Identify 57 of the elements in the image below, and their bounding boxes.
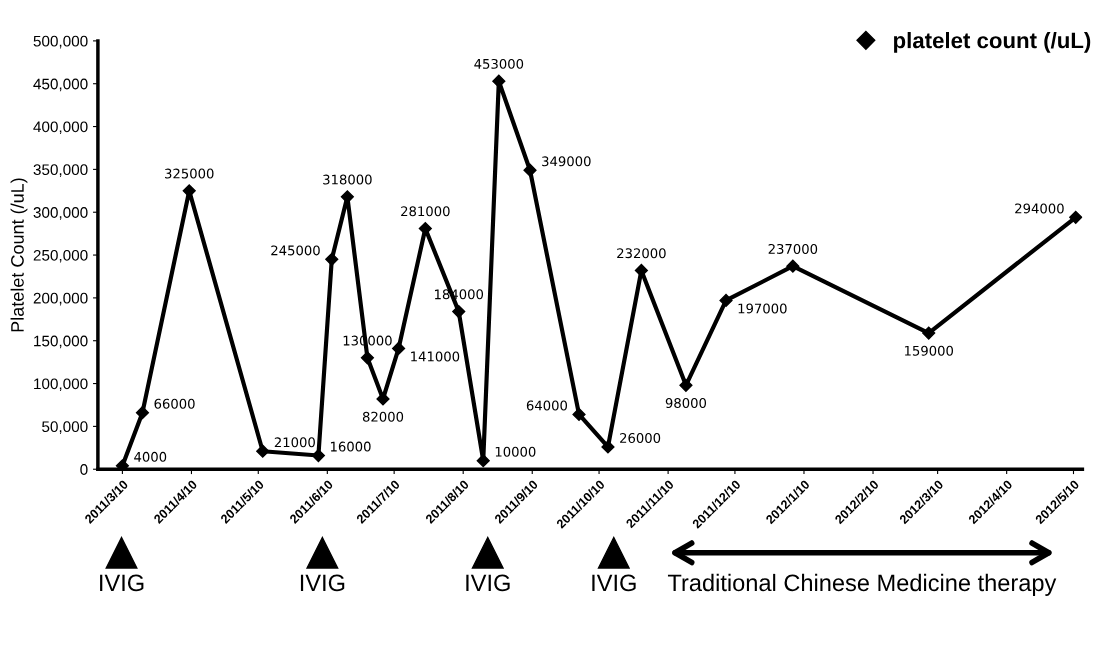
- data-label: 237000: [768, 243, 818, 254]
- point: [360, 351, 375, 365]
- point: [452, 305, 466, 319]
- data-label: 16000: [330, 441, 371, 452]
- point: [601, 440, 615, 454]
- y-tick-label: 300,000: [33, 207, 88, 220]
- data-label: 281000: [401, 206, 450, 217]
- y-tick-label: 50,000: [42, 421, 88, 434]
- point: [392, 341, 406, 356]
- data-label: 21000: [274, 437, 315, 448]
- point: [135, 406, 150, 420]
- text: IVIG: [100, 574, 144, 592]
- point: [922, 326, 936, 340]
- data-label: 66000: [154, 398, 195, 409]
- data-label: 82000: [362, 411, 404, 422]
- y-tick-label: 350,000: [33, 164, 88, 177]
- data-label: 159000: [904, 345, 954, 356]
- text: IVIG: [592, 574, 636, 592]
- point: [325, 252, 339, 266]
- data-label: 197000: [738, 303, 787, 314]
- y-tick-label: 400,000: [33, 121, 88, 135]
- y-tick-label: 250,000: [33, 249, 88, 263]
- data-label: 10000: [495, 446, 536, 457]
- text: IVIG: [466, 574, 510, 592]
- data-label: 349000: [542, 156, 591, 167]
- y-tick-label: 0: [80, 464, 88, 475]
- data-label: 4000: [134, 451, 167, 462]
- point: [719, 293, 733, 308]
- point: [376, 392, 390, 406]
- y-tick-label: 200,000: [33, 292, 88, 306]
- point: [256, 444, 270, 458]
- y-tick-label: 450,000: [33, 78, 88, 92]
- point: [476, 454, 490, 468]
- y-tick-label: 500,000: [33, 35, 88, 49]
- data-label: 64000: [526, 400, 568, 411]
- point: [492, 74, 506, 88]
- data-label: 141000: [411, 351, 460, 362]
- y-tick-label: 100,000: [34, 378, 88, 392]
- legend-label: platelet count (/uL): [894, 32, 1091, 53]
- data-label: 325000: [165, 168, 214, 179]
- data-label: 26000: [620, 433, 661, 444]
- text: Traditional Chinese Medicine therapy: [667, 573, 1057, 596]
- data-label: 98000: [665, 398, 707, 408]
- point: [311, 448, 325, 463]
- point: [679, 378, 693, 392]
- data-label: 245000: [271, 245, 320, 256]
- data-label: 294000: [1015, 203, 1064, 214]
- text: IVIG: [300, 574, 345, 592]
- point: [786, 259, 800, 273]
- data-label: 318000: [323, 174, 372, 185]
- data-label: 453000: [474, 58, 524, 69]
- point: [523, 163, 537, 177]
- data-label: 232000: [617, 248, 666, 259]
- y-axis-title: Platelet Count (/uL): [10, 178, 28, 332]
- y-tick-label: 150,000: [34, 335, 88, 349]
- point: [1069, 210, 1083, 224]
- point: [572, 407, 586, 421]
